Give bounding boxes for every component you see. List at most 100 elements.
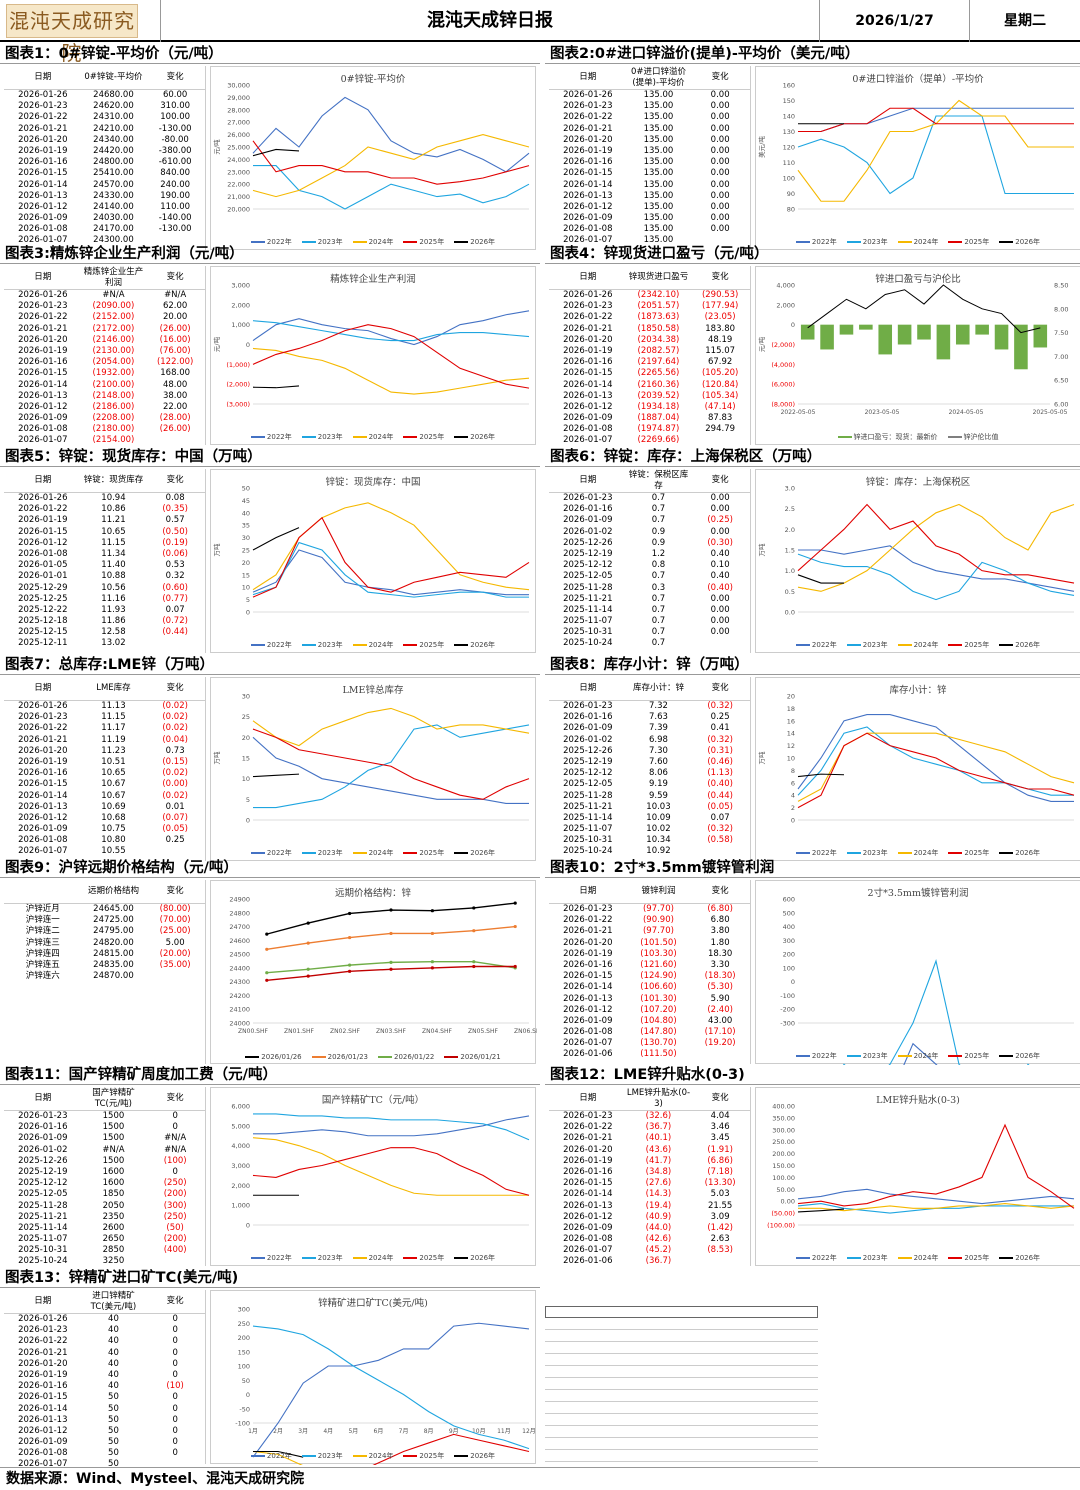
y-tick-label: 24100 [229,1006,250,1014]
table-row: 2026-01-02 6.98 (0.32) [549,735,750,746]
row-date: 2026-01-23 [18,301,68,312]
table-row: 2026-01-13 24330.00 190.00 [4,191,205,202]
y-tick-label: 24800 [229,909,250,917]
panel-body: 日期 库存小计：锌 变化 2026-01-23 7.32 (0.32) 2026-01-16… [545,675,1080,863]
row-date: 2026-01-26 [18,1314,68,1324]
table-row: 2026-01-15 (27.6) (13.30) [549,1178,750,1189]
row-date: 2026-01-23 [18,1111,68,1121]
series-line-4 [797,773,845,778]
legend-item: 2024年 [897,848,938,858]
y-tick-label: 15 [242,571,250,579]
row-value: 10.34 [646,835,671,846]
legend-swatch [846,1055,861,1057]
series-line-2 [797,503,1075,592]
row-change: 0.00 [710,145,730,156]
table-row: 2026-01-21 (40.1) 3.45 [549,1133,750,1144]
row-date: 2026-01-16 [18,157,68,168]
table-row: 沪锌连三 24820.00 5.00 [4,938,205,949]
row-date: 2026-01-09 [18,1437,68,1448]
row-change: 20.00 [162,312,188,323]
chart-title: 精炼锌企业生产利润 [330,274,416,285]
row-value: 50 [108,1448,119,1459]
y-tick-label: 140 [783,113,795,121]
row-change: 0.25 [165,835,185,846]
row-value: 10.88 [101,571,126,582]
row-date: 2026-01-20 [18,334,68,345]
empty-grid [545,1306,818,1462]
y-tick-label: 24700 [229,923,250,931]
table-header: 日期 锌锭：现货库存 变化 [4,469,205,493]
chart-plot: 6,000 5,000 4,000 3,000 2,000 1,000 0 [231,1103,530,1230]
row-date: 2026-01-23 [18,712,68,723]
legend-swatch [444,1056,459,1058]
table-row: 2025-12-18 11.86 (0.72) [4,616,205,627]
row-date: 2026-01-09 [563,1222,613,1233]
y2-tick-label: 7.00 [1054,353,1068,361]
table-row: 2025-12-15 12.58 (0.44) [4,627,205,638]
legend-item: 2026年 [454,848,495,858]
row-change: (17.10) [704,1027,736,1038]
row-value: 24140.00 [93,201,134,212]
row-date: 2026-01-22 [563,112,613,123]
row-date: 2025-11-21 [563,593,613,604]
legend-label: 2022年 [266,641,292,649]
column-header: 变化 [711,72,729,82]
table-row: 2026-01-09 1500 #N/A [4,1133,205,1144]
row-change: (18.30) [704,971,736,982]
table-row: 沪锌连一 24725.00 (70.00) [4,915,205,926]
row-value: 2850 [102,1245,125,1256]
brand-logo: 混沌天成研究院 [6,4,138,65]
table-row: 2026-01-23 11.15 (0.02) [4,712,205,723]
table-row: 2026-01-14 (14.3) 5.03 [549,1189,750,1200]
legend-swatch [897,852,912,854]
legend-label: 2022年 [811,849,837,857]
series-point [430,909,434,913]
series-line-3 [797,503,1075,584]
legend-swatch [454,852,469,854]
column-header: 精炼锌企业生产利润 [83,266,144,288]
row-change: (0.32) [707,824,733,835]
legend-label: 2024年 [368,238,394,246]
row-date: 2026-01-20 [563,937,613,948]
row-change: 0.00 [710,90,730,100]
row-change: 0.32 [165,571,185,582]
series-point [265,947,269,951]
legend-item: 2026年 [999,1253,1040,1263]
legend-item: 2026/01/22 [378,1053,434,1061]
y-tick-label: 130 [783,128,795,136]
row-change: 0 [172,1392,178,1403]
row-date: 2026-01-09 [18,413,68,424]
row-change: 190.00 [160,190,191,201]
table-row: 2026-01-14 50 0 [4,1404,205,1415]
row-date: 2026-01-22 [563,915,613,926]
row-date: 2025-12-25 [18,593,68,604]
x-tick-label: 7月 [399,1428,409,1435]
spread-bar [800,324,815,340]
column-header: 日期 [34,72,52,82]
row-value: 7.39 [648,723,668,734]
legend-swatch [454,1455,469,1457]
row-date: 2026-01-09 [18,213,68,224]
row-date: 2026-01-22 [18,723,68,734]
legend-label: 2024年 [913,238,939,246]
row-date: 2025-12-29 [18,582,68,593]
row-date: 沪锌连三 [25,937,60,948]
table-row: 2025-11-28 2050 (300) [4,1201,205,1212]
table-row: 2026-01-16 (121.60) 3.30 [549,960,750,971]
row-value: 40 [108,1325,119,1336]
y-tick-label: 12 [787,742,795,750]
row-change: -80.00 [161,134,189,145]
y-tick-label: 200.00 [772,1150,795,1158]
legend-swatch [454,1257,469,1259]
grid-row [545,1414,818,1426]
panel-title: 图表13：锌精矿进口矿TC(美元/吨) [0,1268,540,1288]
row-change: 0.00 [710,627,730,638]
legend-item: 2026/01/23 [311,1053,368,1061]
row-change: (0.40) [707,582,733,593]
column-header: 进口锌精矿TC(美元/吨) [90,1290,137,1312]
table-row: 2025-12-05 0.7 0.40 [549,571,750,582]
table-row: 2025-11-21 2350 (250) [4,1212,205,1223]
row-value: (2100.00) [92,379,135,390]
legend-item: 2026年 [454,640,495,650]
row-value: (14.3) [645,1189,672,1200]
